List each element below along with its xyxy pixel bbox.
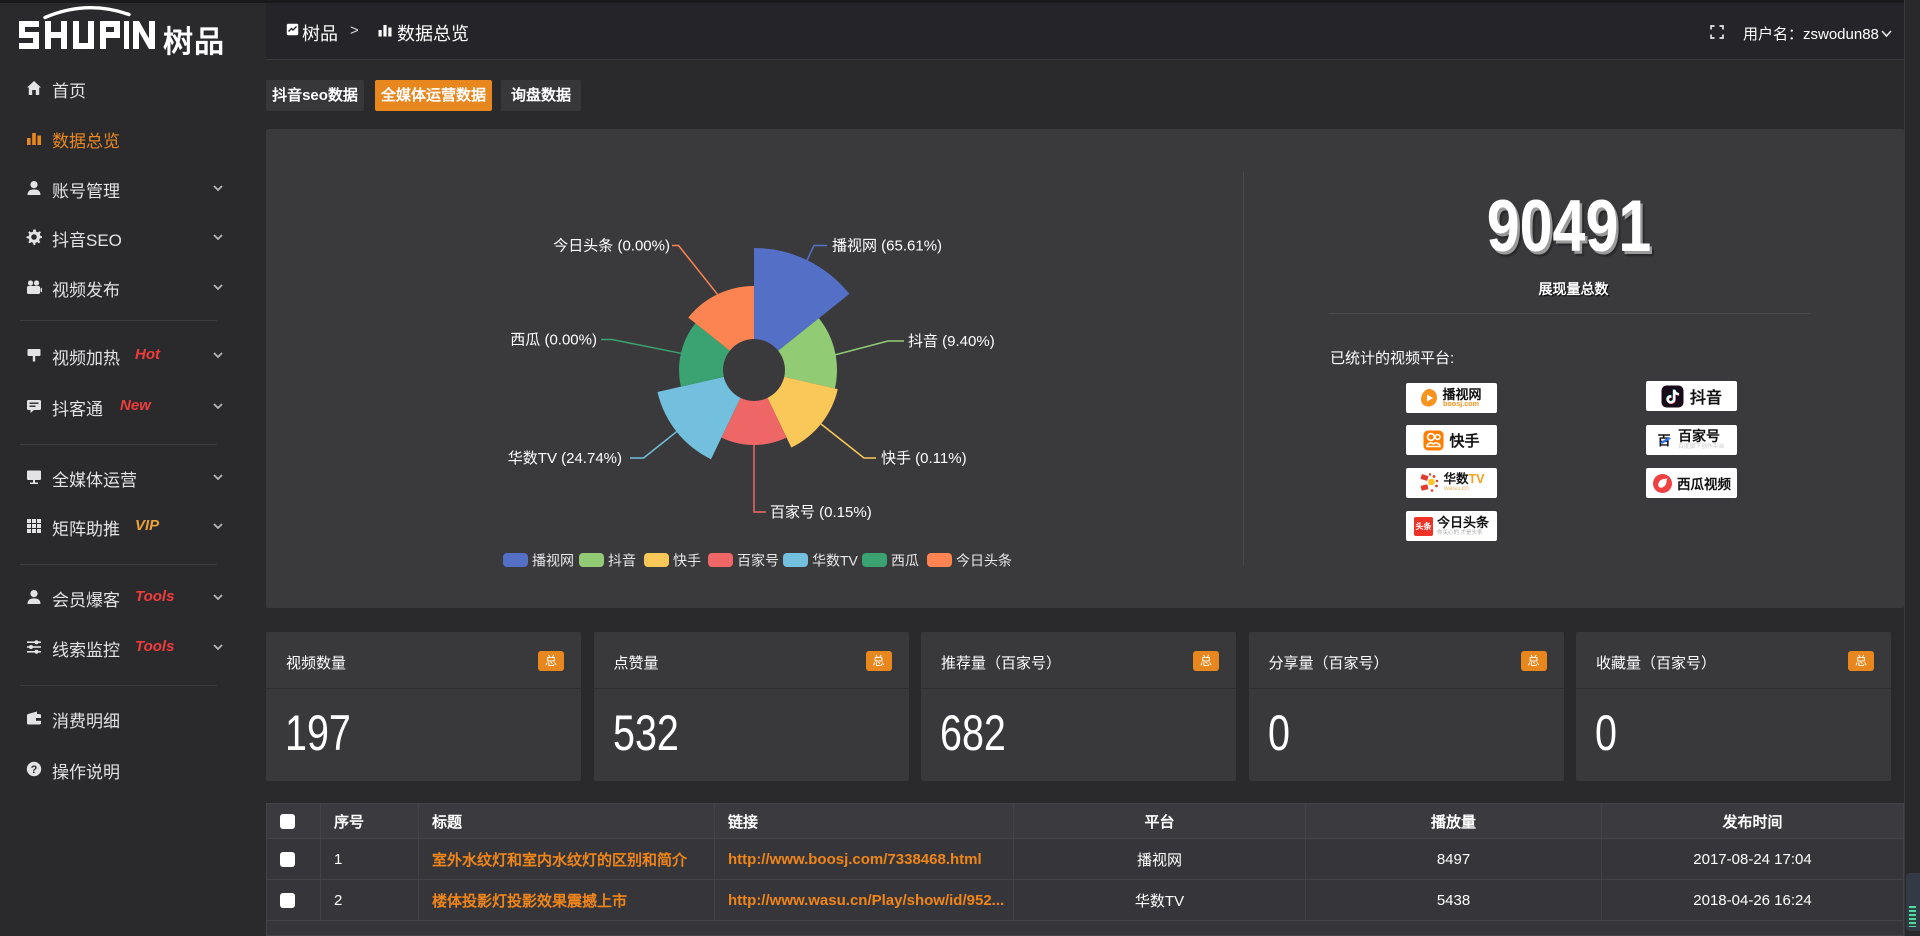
svg-text:今日头条: 今日头条 bbox=[956, 553, 1012, 569]
svg-text:华数TV (24.74%): 华数TV (24.74%) bbox=[508, 450, 622, 467]
svg-text:西瓜: 西瓜 bbox=[891, 553, 919, 569]
svg-text:百家号: 百家号 bbox=[737, 553, 779, 569]
svg-text:百家号 (0.15%): 百家号 (0.15%) bbox=[770, 504, 872, 521]
svg-text:抖音 (9.40%): 抖音 (9.40%) bbox=[908, 333, 995, 350]
svg-text:今日头条 (0.00%): 今日头条 (0.00%) bbox=[553, 238, 670, 255]
svg-text:快手 (0.11%): 快手 (0.11%) bbox=[881, 450, 967, 467]
svg-text:华数TV: 华数TV bbox=[812, 553, 859, 569]
svg-text:播视网: 播视网 bbox=[532, 553, 574, 569]
svg-text:?: ? bbox=[31, 764, 38, 776]
svg-text:快手: 快手 bbox=[673, 553, 701, 569]
svg-text:抖音: 抖音 bbox=[608, 553, 636, 569]
svg-text:西瓜 (0.00%): 西瓜 (0.00%) bbox=[510, 332, 597, 349]
svg-text:播视网 (65.61%): 播视网 (65.61%) bbox=[832, 238, 942, 255]
